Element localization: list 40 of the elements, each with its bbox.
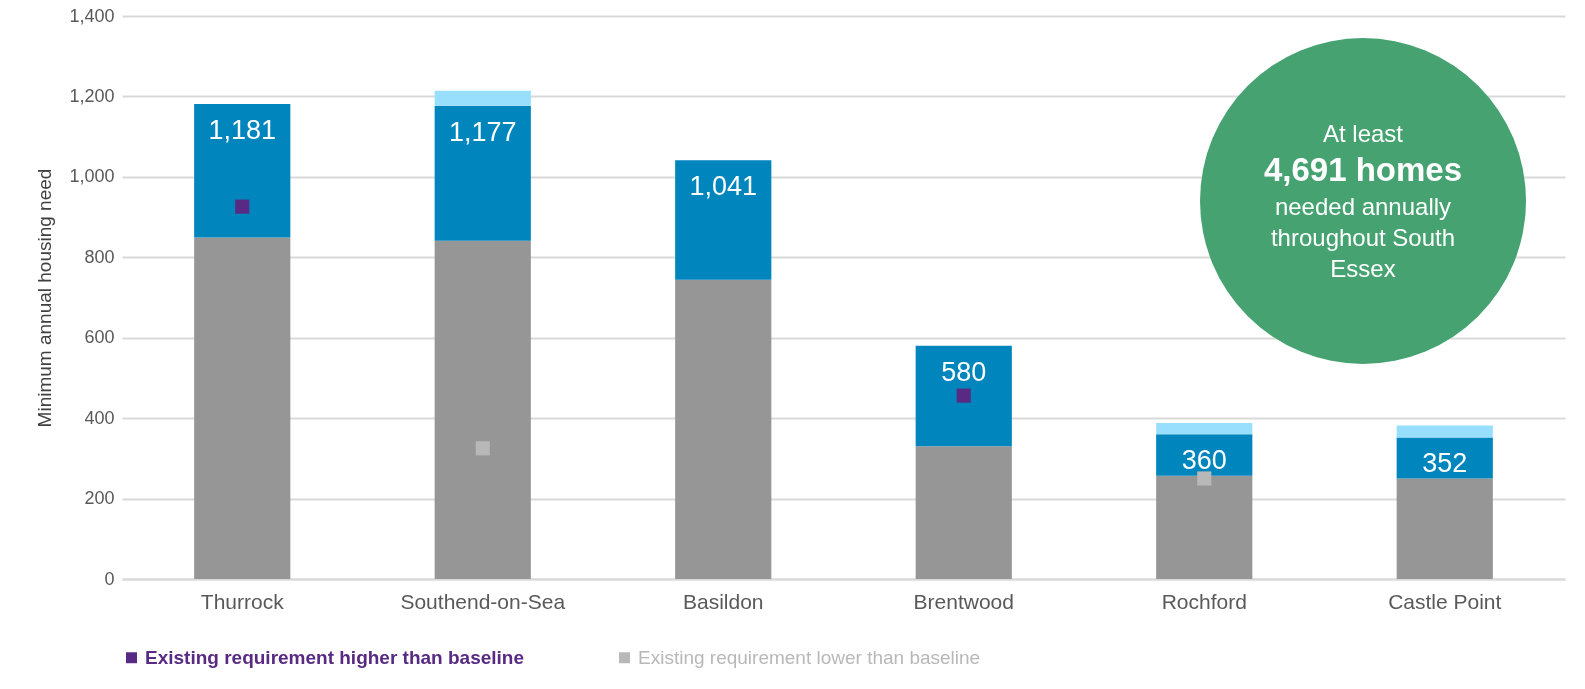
bar (915, 345, 1012, 447)
y-tick-label: 1,000 (69, 166, 115, 187)
y-axis-title: Minimum annual housing need (34, 168, 56, 428)
y-tick-label: 0 (104, 568, 115, 589)
bar (1156, 422, 1253, 435)
x-tick-label: Rochford (1161, 589, 1247, 613)
bar (194, 104, 291, 238)
annotation: 1,041 (689, 171, 758, 202)
y-tick-label: 400 (84, 407, 115, 428)
legend-label: Existing requirement lower than baseline (638, 646, 981, 668)
annotation: throughout South Essex (1269, 223, 1457, 284)
annotation: 352 (1422, 448, 1468, 479)
bar (1396, 478, 1493, 579)
bar (675, 160, 772, 280)
annotation: 580 (941, 356, 987, 387)
bar (1156, 475, 1253, 579)
x-tick-label: Castle Point (1388, 589, 1502, 613)
annotation: 360 (1181, 445, 1227, 476)
x-tick-label: Brentwood (913, 589, 1014, 613)
x-tick-label: Southend-on-Sea (400, 589, 566, 613)
y-tick-label: 600 (84, 327, 115, 348)
annotation: needed annually (1273, 192, 1453, 222)
annotation: 1,181 (208, 115, 277, 146)
legend-label: Existing requirement higher than baseline (145, 646, 525, 668)
annotation: At least (1321, 119, 1404, 149)
bar (915, 446, 1012, 579)
y-tick-label: 1,400 (69, 5, 115, 26)
bar (434, 90, 531, 106)
bar (434, 240, 531, 579)
x-tick-label: Basildon (682, 589, 764, 613)
x-tick-label: Thurrock (200, 589, 285, 613)
y-tick-label: 1,200 (69, 85, 115, 106)
bar (675, 279, 772, 579)
bar (434, 105, 531, 241)
y-tick-label: 200 (84, 488, 115, 509)
bar (194, 237, 291, 579)
annotation: 1,177 (448, 116, 517, 147)
annotation: 4,691 homes (1262, 150, 1464, 190)
y-tick-label: 800 (84, 246, 115, 267)
bar (1396, 425, 1493, 438)
